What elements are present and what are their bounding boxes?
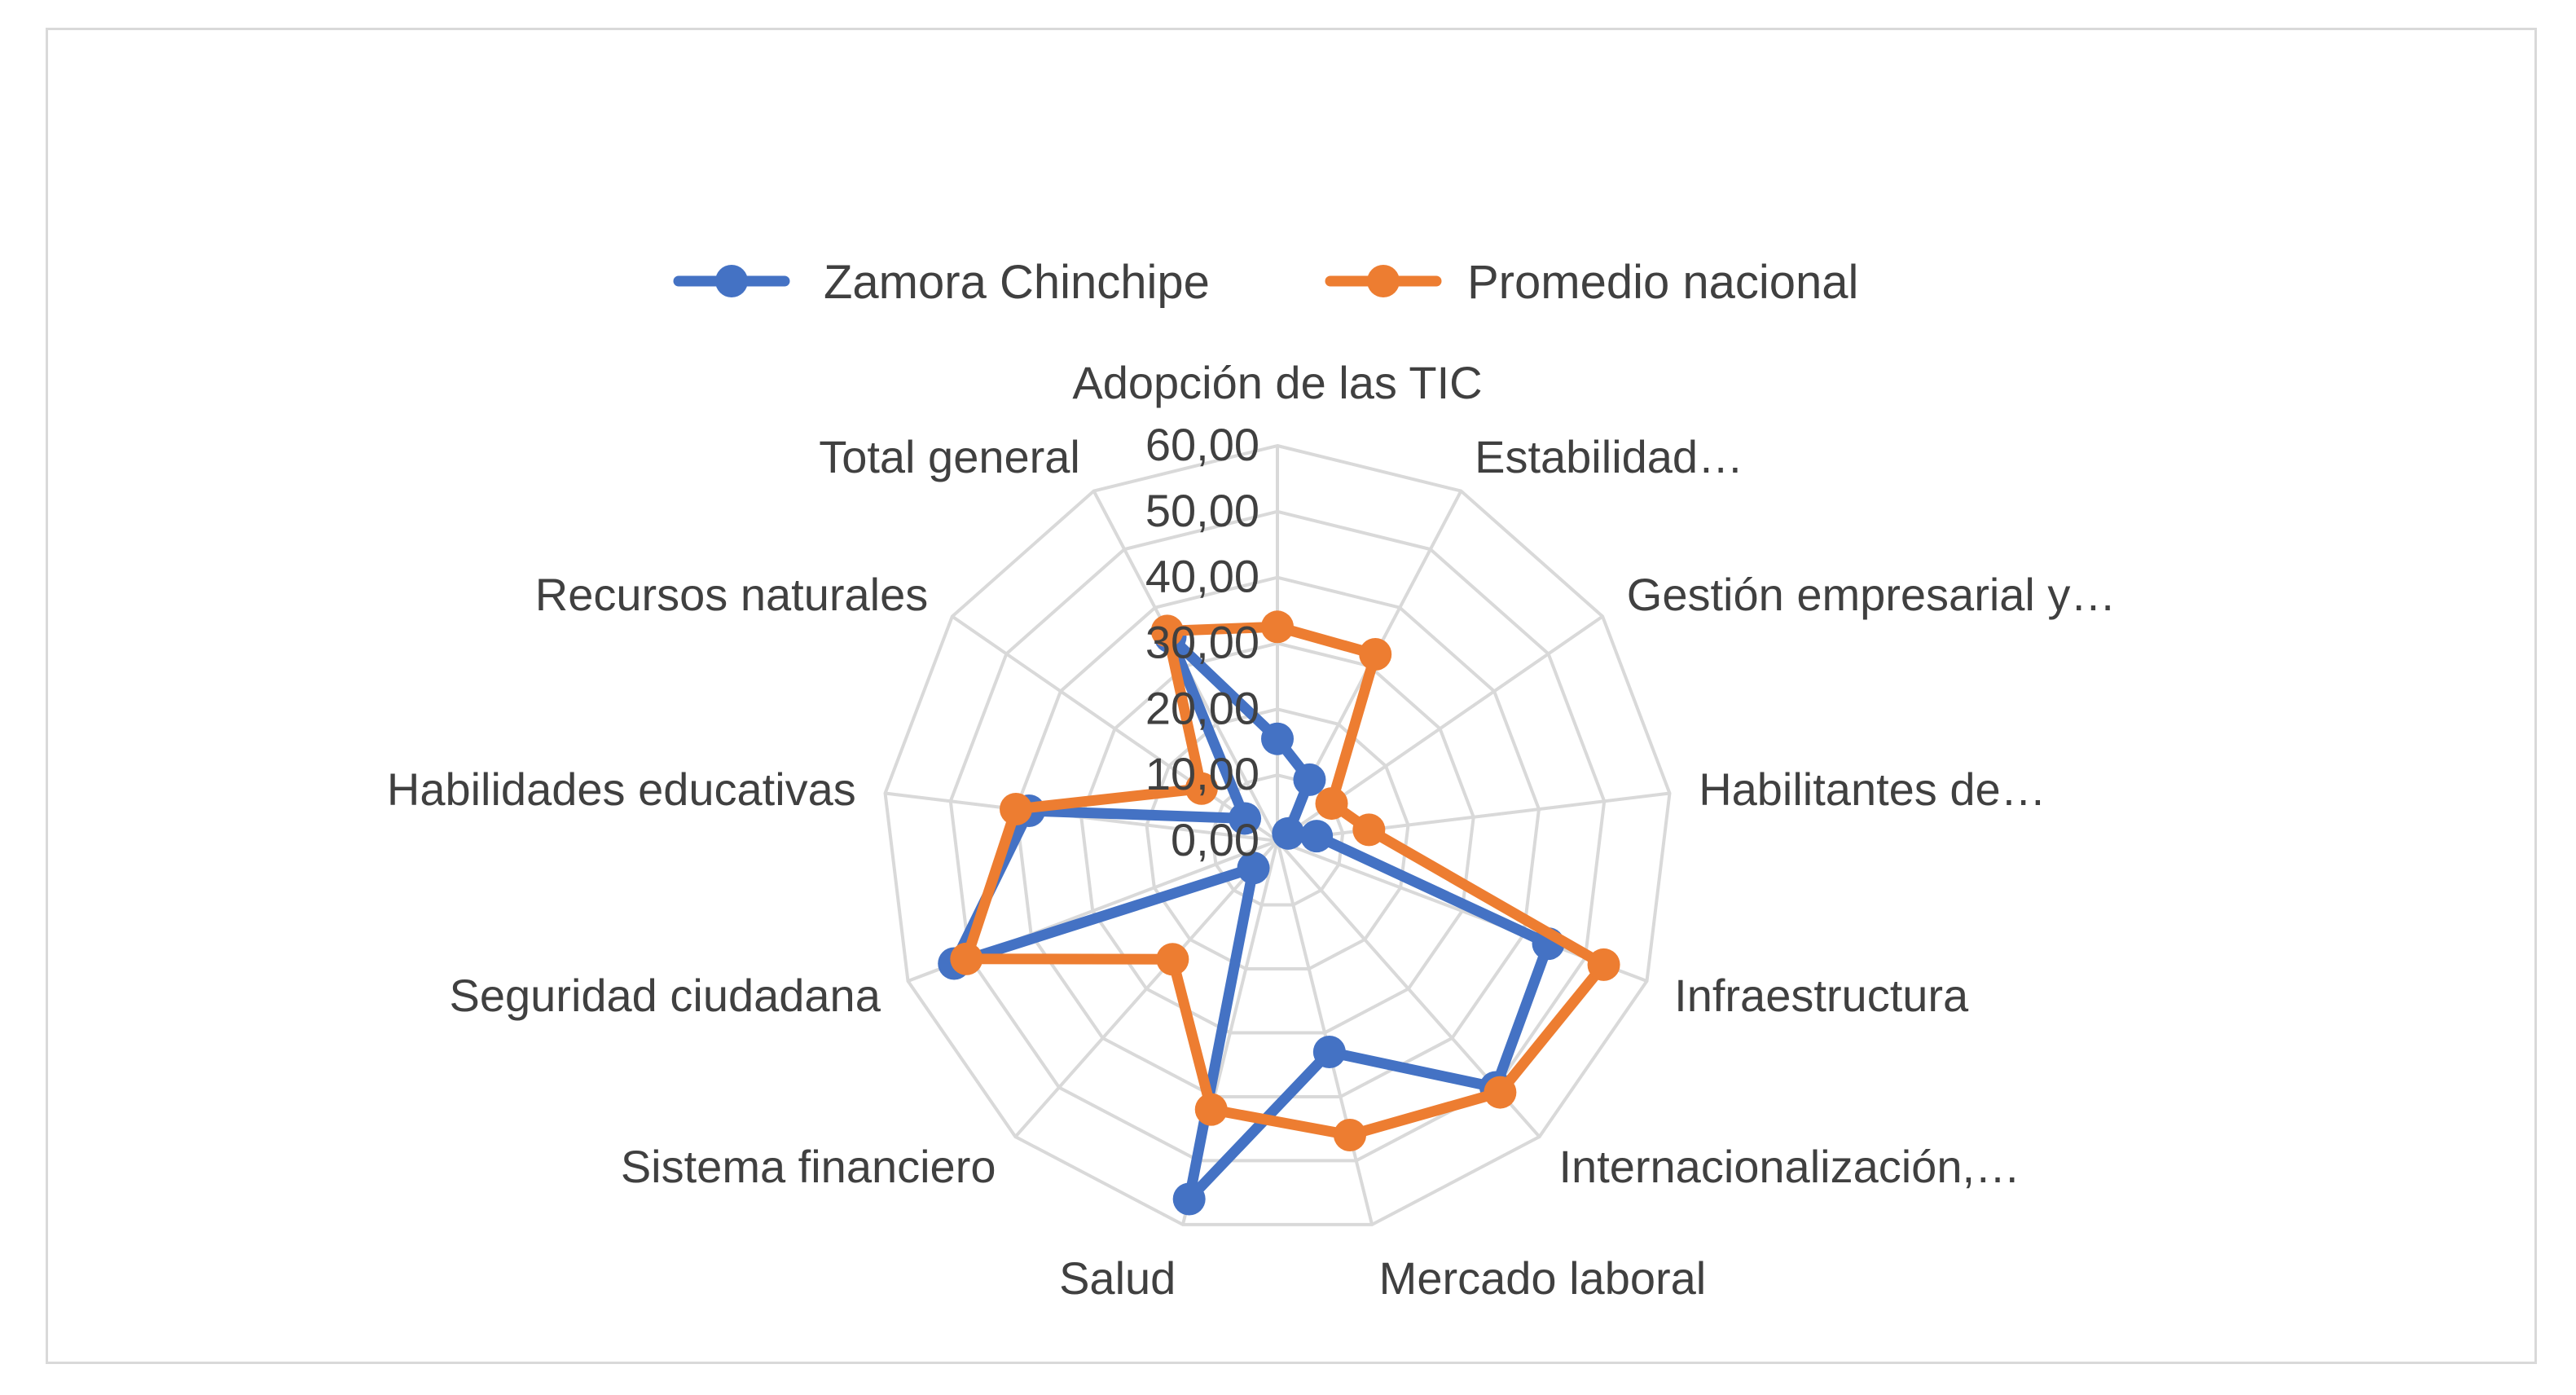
- grid-spoke: [951, 614, 1279, 843]
- grid-ring: [1145, 707, 1410, 970]
- grid-ring: [948, 509, 1607, 1163]
- tick-label: 40,00: [1145, 551, 1259, 602]
- category-label: Adopción de las TIC: [1072, 357, 1482, 408]
- legend-item-zamora-chinchipe[interactable]: Zamora Chinchipe: [673, 256, 1210, 309]
- legend-label-zamora-chinchipe: Zamora Chinchipe: [824, 256, 1210, 309]
- data-point-zamora-chinchipe[interactable]: [1300, 820, 1334, 853]
- grid-ring: [1013, 575, 1541, 1098]
- category-label: Salud: [1059, 1252, 1176, 1304]
- tick-label: 20,00: [1145, 682, 1259, 733]
- data-point-zamora-chinchipe[interactable]: [1293, 763, 1326, 796]
- legend-label-promedio-nacional: Promedio nacional: [1467, 256, 1858, 309]
- data-point-promedio-nacional[interactable]: [1315, 787, 1348, 821]
- category-label: Total general: [819, 431, 1080, 482]
- category-label: Habilitantes de…: [1699, 764, 2046, 815]
- category-labels: Adopción de las TIC Estabilidad… Gestión e…: [387, 357, 2117, 1304]
- category-label: Sistema financiero: [621, 1141, 996, 1192]
- grid-ring: [883, 443, 1672, 1226]
- data-point-promedio-nacional[interactable]: [950, 942, 983, 975]
- tick-label: 0,00: [1171, 814, 1259, 865]
- data-point-zamora-chinchipe[interactable]: [1272, 816, 1305, 850]
- tick-label: 10,00: [1145, 748, 1259, 799]
- data-point-promedio-nacional[interactable]: [1150, 614, 1184, 648]
- data-point-promedio-nacional[interactable]: [1484, 1076, 1517, 1109]
- category-label: Infraestructura: [1674, 970, 1969, 1021]
- grid-spoke: [1276, 840, 1374, 1226]
- data-point-promedio-nacional[interactable]: [1156, 943, 1189, 976]
- data-point-promedio-nacional[interactable]: [1352, 813, 1386, 847]
- radar-chart: 0,00 10,00 20,00 30,00 40,00 50,00 60,00 Adopc…: [387, 256, 2117, 1304]
- category-label: Internacionalización,…: [1558, 1141, 2020, 1192]
- data-point-promedio-nacional[interactable]: [1185, 772, 1218, 805]
- grid-spoke: [1013, 839, 1279, 1138]
- radial-axis-ticks: 0,00 10,00 20,00 30,00 40,00 50,00 60,00: [1145, 419, 1259, 865]
- grid-ring: [1079, 641, 1475, 1035]
- legend-item-promedio-nacional[interactable]: Promedio nacional: [1325, 256, 1858, 309]
- radar-series: [938, 610, 1620, 1216]
- data-point-promedio-nacional[interactable]: [1333, 1119, 1366, 1152]
- data-point-promedio-nacional[interactable]: [1359, 637, 1392, 671]
- data-point-zamora-chinchipe[interactable]: [1312, 1035, 1346, 1068]
- data-point-zamora-chinchipe[interactable]: [1229, 802, 1262, 835]
- data-point-zamora-chinchipe[interactable]: [1261, 722, 1294, 755]
- category-label: Habilidades educativas: [387, 764, 856, 815]
- tick-label: 30,00: [1145, 617, 1259, 668]
- data-point-promedio-nacional[interactable]: [1000, 793, 1033, 826]
- category-label: Recursos naturales: [535, 569, 928, 620]
- category-label: Gestión empresarial y…: [1627, 569, 2117, 620]
- data-point-promedio-nacional[interactable]: [1194, 1093, 1228, 1126]
- grid-spoke: [1277, 791, 1670, 843]
- data-point-zamora-chinchipe[interactable]: [1172, 1182, 1206, 1216]
- tick-label: 50,00: [1145, 485, 1259, 536]
- chart-frame: 0,00 10,00 20,00 30,00 40,00 50,00 60,00 Adopc…: [46, 28, 2537, 1364]
- category-label: Estabilidad…: [1475, 431, 1743, 482]
- legend: Zamora Chinchipe Promedio nacional: [673, 256, 1858, 309]
- data-point-promedio-nacional[interactable]: [1261, 610, 1294, 644]
- tick-label: 60,00: [1145, 419, 1259, 470]
- category-label: Seguridad ciudadana: [450, 970, 881, 1021]
- data-point-promedio-nacional[interactable]: [1587, 948, 1620, 981]
- category-label: Mercado laboral: [1379, 1252, 1707, 1304]
- data-point-zamora-chinchipe[interactable]: [1237, 852, 1270, 885]
